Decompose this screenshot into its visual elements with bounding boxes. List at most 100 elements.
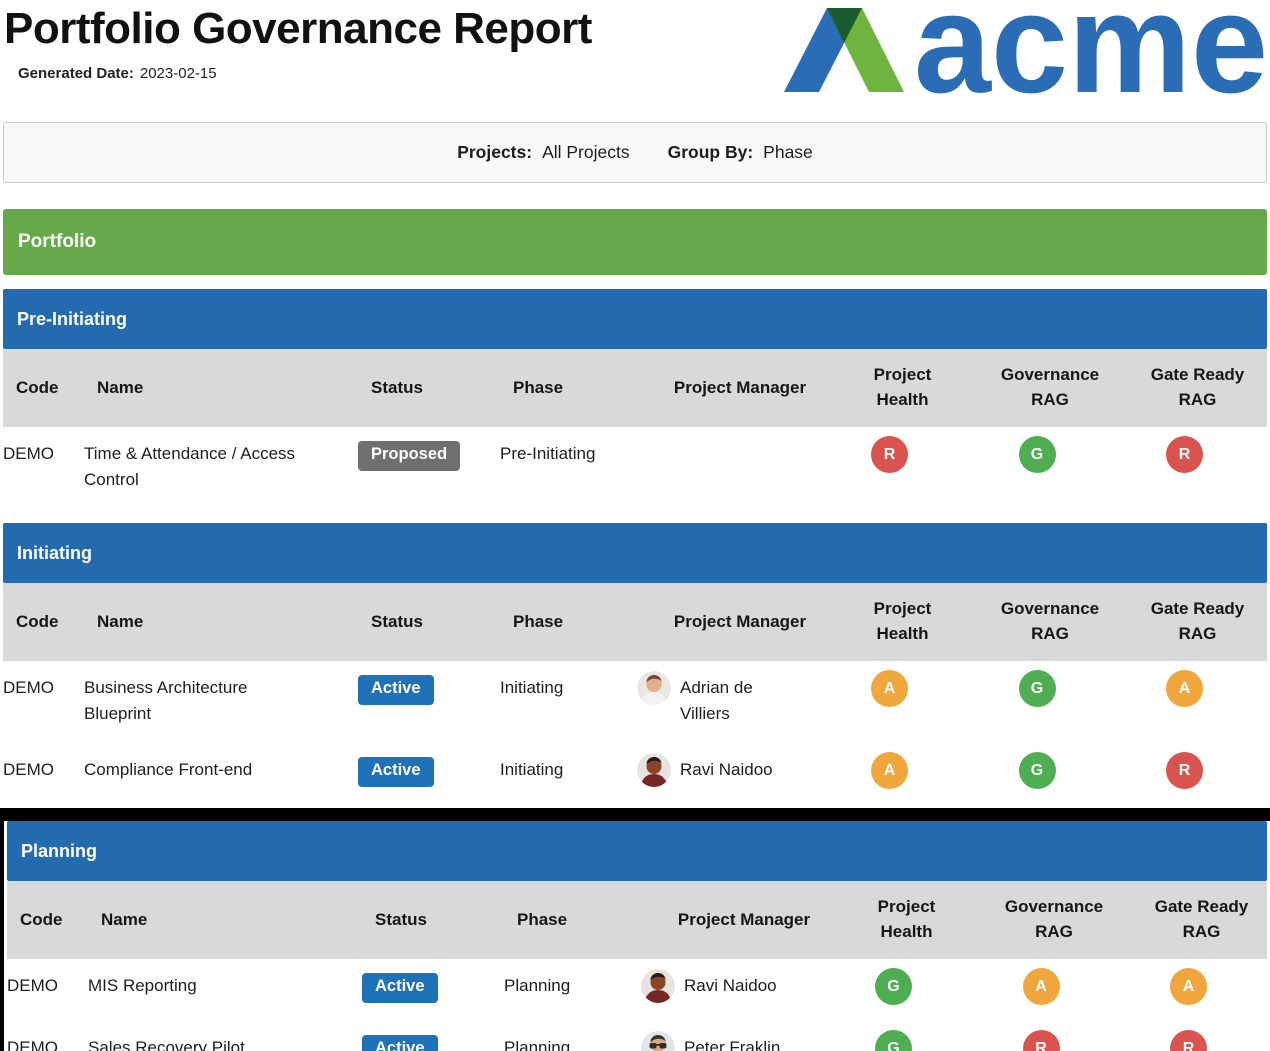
rag-badge-gate-ready-r: R xyxy=(1166,436,1203,473)
report-header: Portfolio Governance Report Generated Da… xyxy=(0,0,1270,112)
column-header-name: Name xyxy=(101,908,375,933)
generated-date: Generated Date: 2023-02-15 xyxy=(18,65,1270,82)
phase-section: Planning Code Name Status Phase Project Manag… xyxy=(7,821,1267,1051)
rag-badge-governance-g: G xyxy=(1018,752,1056,789)
column-header-label: Governance RAG xyxy=(1000,599,1100,643)
project-name: Time & Attendance / Access Control xyxy=(84,444,296,489)
column-header-label: Phase xyxy=(517,909,568,929)
cell-governance-rag: G xyxy=(962,436,1112,473)
column-header-project-health: Project Health xyxy=(834,895,979,944)
column-header-label: Gate Ready RAG xyxy=(1150,599,1245,643)
column-header-label: Project Manager xyxy=(673,377,807,397)
cell-gate-ready-rag: R xyxy=(1112,436,1257,473)
cell-project-health: R xyxy=(817,436,962,473)
phase-header-bar: Pre-Initiating xyxy=(3,289,1267,349)
cell-project-health: A xyxy=(817,752,962,789)
column-header-governance-rag: Governance RAG xyxy=(975,363,1125,412)
column-header-phase: Phase xyxy=(513,376,650,401)
generated-date-label: Generated Date: xyxy=(18,64,134,82)
column-header-gate-ready-rag: Gate Ready RAG xyxy=(1129,895,1270,944)
column-header-phase: Phase xyxy=(517,908,654,933)
cell-status: Proposed xyxy=(358,441,500,471)
acme-logo-icon: acme xyxy=(784,2,1268,98)
phase-header-bar: Planning xyxy=(7,821,1267,881)
column-header-project-manager: Project Manager xyxy=(650,610,830,635)
project-name: Business Architecture Blueprint xyxy=(84,678,248,723)
generated-date-value: 2023-02-15 xyxy=(139,64,217,82)
cell-status: Active xyxy=(362,1035,504,1051)
rag-badge-health-r: R xyxy=(871,436,908,473)
column-header-name: Name xyxy=(97,610,371,635)
cell-code: DEMO xyxy=(7,1038,58,1051)
column-header-label: Project Health xyxy=(873,599,932,643)
status-badge: Active xyxy=(358,675,434,705)
cell-phase: Planning xyxy=(504,976,571,995)
rag-badge-health-a: A xyxy=(871,752,908,789)
cell-governance-rag: A xyxy=(966,968,1116,1005)
cell-phase: Initiating xyxy=(500,678,564,697)
rag-badge-governance-g: G xyxy=(1018,436,1056,473)
phase-header-bar: Initiating xyxy=(3,523,1267,583)
column-header-label: Phase xyxy=(513,611,564,631)
rag-badge-gate-ready-a: A xyxy=(1166,670,1203,707)
rag-badge-health-g: G xyxy=(875,968,912,1005)
acme-logo-text: acme xyxy=(914,2,1268,98)
table-row: DEMO Time & Attendance / Access Control Pr… xyxy=(3,427,1267,509)
column-header-label: Governance RAG xyxy=(1004,897,1104,941)
project-name: Compliance Front-end xyxy=(84,760,253,779)
cell-phase: Pre-Initiating xyxy=(500,444,596,463)
table-row: DEMO Business Architecture Blueprint Activ… xyxy=(3,661,1267,743)
column-header-label: Gate Ready RAG xyxy=(1150,365,1245,409)
manager-avatar xyxy=(641,1031,675,1051)
cell-gate-ready-rag: R xyxy=(1112,752,1257,789)
manager-avatar xyxy=(641,969,675,1003)
phase-header-label: Planning xyxy=(21,840,97,861)
status-badge: Proposed xyxy=(358,441,461,471)
manager-avatar xyxy=(637,753,671,787)
cell-name: MIS Reporting xyxy=(88,973,362,999)
project-name: MIS Reporting xyxy=(88,976,197,995)
column-header-label: Code xyxy=(16,611,59,631)
cell-gate-ready-rag: A xyxy=(1112,670,1257,707)
column-header-label: Project Manager xyxy=(673,611,807,631)
column-header-phase: Phase xyxy=(513,610,650,635)
sections-page-1: Pre-Initiating Code Name Status Phase Project… xyxy=(0,289,1270,805)
column-header-label: Status xyxy=(375,909,427,929)
cell-gate-ready-rag: A xyxy=(1116,968,1261,1005)
cell-code: DEMO xyxy=(3,678,54,697)
cell-status: Active xyxy=(358,757,500,787)
column-header-label: Code xyxy=(20,909,63,929)
cell-phase: Planning xyxy=(504,1038,571,1051)
column-header-label: Status xyxy=(371,611,423,631)
phase-section: Initiating Code Name Status Phase Project Man… xyxy=(3,523,1267,805)
manager-name: Ravi Naidoo xyxy=(684,976,777,995)
page-title: Portfolio Governance Report xyxy=(4,4,592,53)
project-name: Sales Recovery Pilot xyxy=(88,1038,245,1051)
cell-phase: Initiating xyxy=(500,760,564,779)
rag-badge-governance-g: G xyxy=(1018,670,1056,707)
column-header-project-manager: Project Manager xyxy=(650,376,830,401)
cell-project-manager: Ravi Naidoo xyxy=(641,969,821,1003)
column-header-status: Status xyxy=(371,610,513,635)
rag-badge-health-a: A xyxy=(871,670,908,707)
manager-avatar xyxy=(637,671,671,705)
cell-code: DEMO xyxy=(3,444,54,463)
cell-project-manager: Peter Fraklin xyxy=(641,1031,821,1051)
acme-logo: acme xyxy=(782,2,1270,98)
column-header-gate-ready-rag: Gate Ready RAG xyxy=(1125,597,1270,646)
filter-bar: Projects: All Projects Group By: Phase xyxy=(3,122,1267,183)
cell-project-health: G xyxy=(821,1030,966,1051)
cell-name: Time & Attendance / Access Control xyxy=(84,441,358,493)
projects-filter-value: All Projects xyxy=(542,142,630,162)
page-divider-bar xyxy=(0,808,1270,821)
rag-badge-governance-a: A xyxy=(1022,968,1060,1005)
cell-project-manager: Ravi Naidoo xyxy=(637,753,817,787)
cell-code: DEMO xyxy=(3,760,54,779)
table-row: DEMO MIS Reporting Active Planning Ravi Naid… xyxy=(7,959,1267,1021)
column-header-code: Code xyxy=(16,610,97,635)
portfolio-header-bar: Portfolio xyxy=(3,209,1267,275)
cell-status: Active xyxy=(358,675,500,705)
manager-name: Adrian de Villiers xyxy=(680,678,753,723)
cell-governance-rag: G xyxy=(962,670,1112,707)
phase-header-label: Pre-Initiating xyxy=(17,308,128,329)
